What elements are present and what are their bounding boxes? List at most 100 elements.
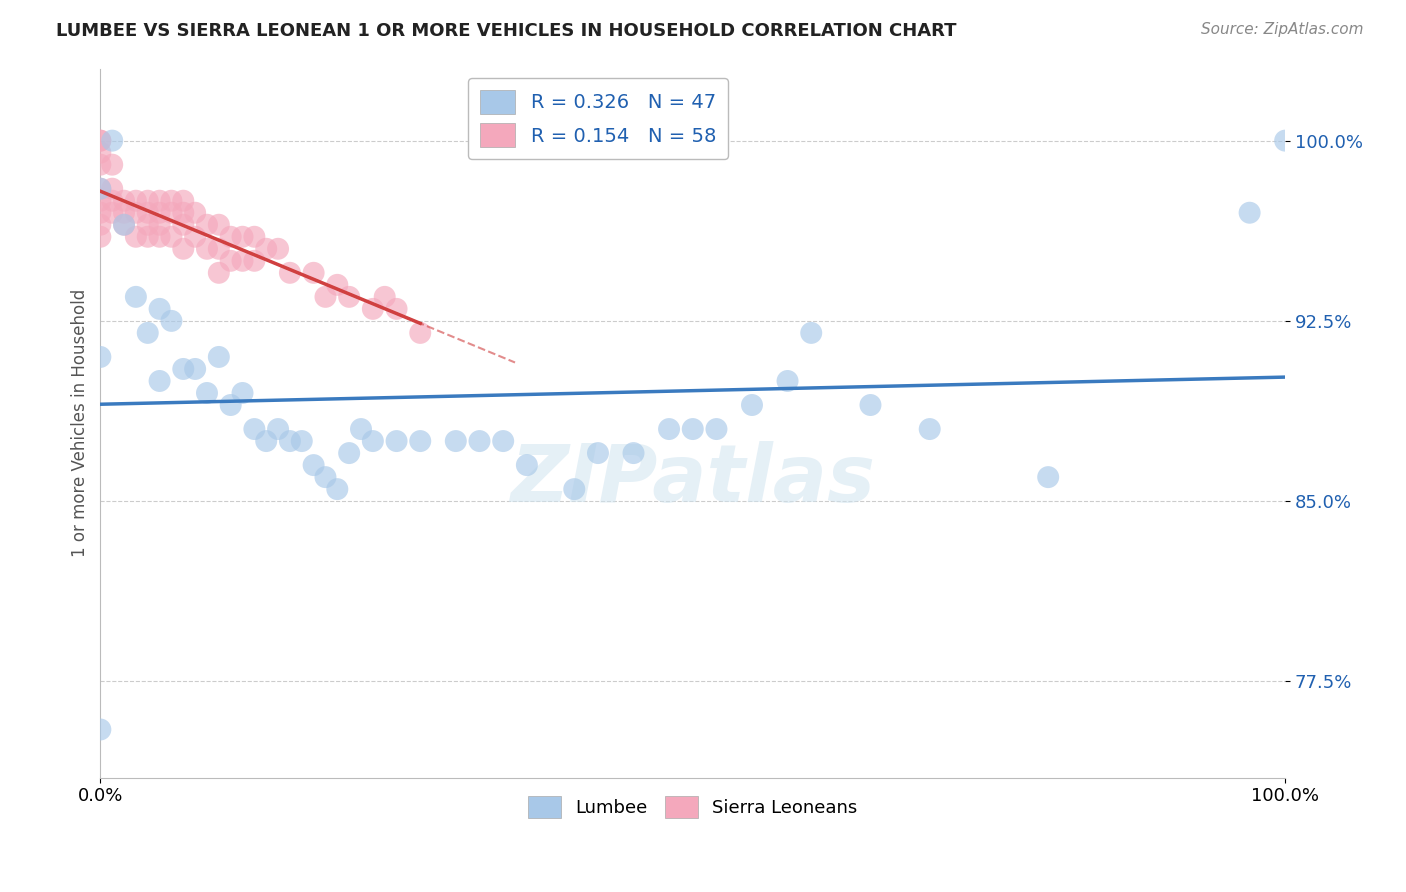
Point [409,434,432,448]
Point [1274,134,1296,148]
Point [112,194,135,208]
Point [326,277,349,292]
Point [136,205,159,219]
Point [314,290,336,304]
Point [172,242,194,256]
Point [623,446,645,460]
Point [149,218,172,232]
Point [254,434,277,448]
Point [706,422,728,436]
Point [385,301,408,316]
Point [184,205,207,219]
Point [136,326,159,340]
Point [444,434,467,448]
Point [160,229,183,244]
Point [658,422,681,436]
Point [125,194,148,208]
Point [302,458,325,472]
Point [89,218,111,232]
Point [101,158,124,172]
Point [350,422,373,436]
Point [219,398,242,412]
Point [149,374,172,388]
Point [125,290,148,304]
Point [136,194,159,208]
Point [586,446,609,460]
Point [160,314,183,328]
Y-axis label: 1 or more Vehicles in Household: 1 or more Vehicles in Household [72,289,89,558]
Point [859,398,882,412]
Point [89,205,111,219]
Point [195,242,218,256]
Point [231,253,253,268]
Point [172,218,194,232]
Point [89,194,111,208]
Point [112,218,135,232]
Point [89,158,111,172]
Point [776,374,799,388]
Point [267,242,290,256]
Point [314,470,336,484]
Point [291,434,314,448]
Point [682,422,704,436]
Point [125,229,148,244]
Point [562,482,585,496]
Point [278,434,301,448]
Point [184,229,207,244]
Point [231,229,253,244]
Point [1239,205,1261,219]
Point [184,362,207,376]
Point [101,205,124,219]
Point [409,326,432,340]
Point [89,134,111,148]
Text: Source: ZipAtlas.com: Source: ZipAtlas.com [1201,22,1364,37]
Point [208,242,231,256]
Point [160,205,183,219]
Point [267,422,290,436]
Point [243,253,266,268]
Point [101,134,124,148]
Point [172,194,194,208]
Point [243,422,266,436]
Point [125,205,148,219]
Point [918,422,941,436]
Point [1038,470,1060,484]
Point [160,194,183,208]
Text: ZIPatlas: ZIPatlas [510,441,876,519]
Point [149,229,172,244]
Point [112,218,135,232]
Point [112,205,135,219]
Point [89,145,111,160]
Point [149,205,172,219]
Point [337,446,360,460]
Point [219,253,242,268]
Point [243,229,266,244]
Point [136,229,159,244]
Point [278,266,301,280]
Point [468,434,491,448]
Point [172,205,194,219]
Point [302,266,325,280]
Point [149,194,172,208]
Point [361,434,384,448]
Point [231,386,253,401]
Legend: Lumbee, Sierra Leoneans: Lumbee, Sierra Leoneans [520,789,865,825]
Point [89,229,111,244]
Point [208,218,231,232]
Point [492,434,515,448]
Point [385,434,408,448]
Point [208,266,231,280]
Point [101,194,124,208]
Point [361,301,384,316]
Point [219,229,242,244]
Point [326,482,349,496]
Point [89,182,111,196]
Point [149,301,172,316]
Text: LUMBEE VS SIERRA LEONEAN 1 OR MORE VEHICLES IN HOUSEHOLD CORRELATION CHART: LUMBEE VS SIERRA LEONEAN 1 OR MORE VEHIC… [56,22,956,40]
Point [741,398,763,412]
Point [516,458,538,472]
Point [136,218,159,232]
Point [208,350,231,364]
Point [89,350,111,364]
Point [374,290,396,304]
